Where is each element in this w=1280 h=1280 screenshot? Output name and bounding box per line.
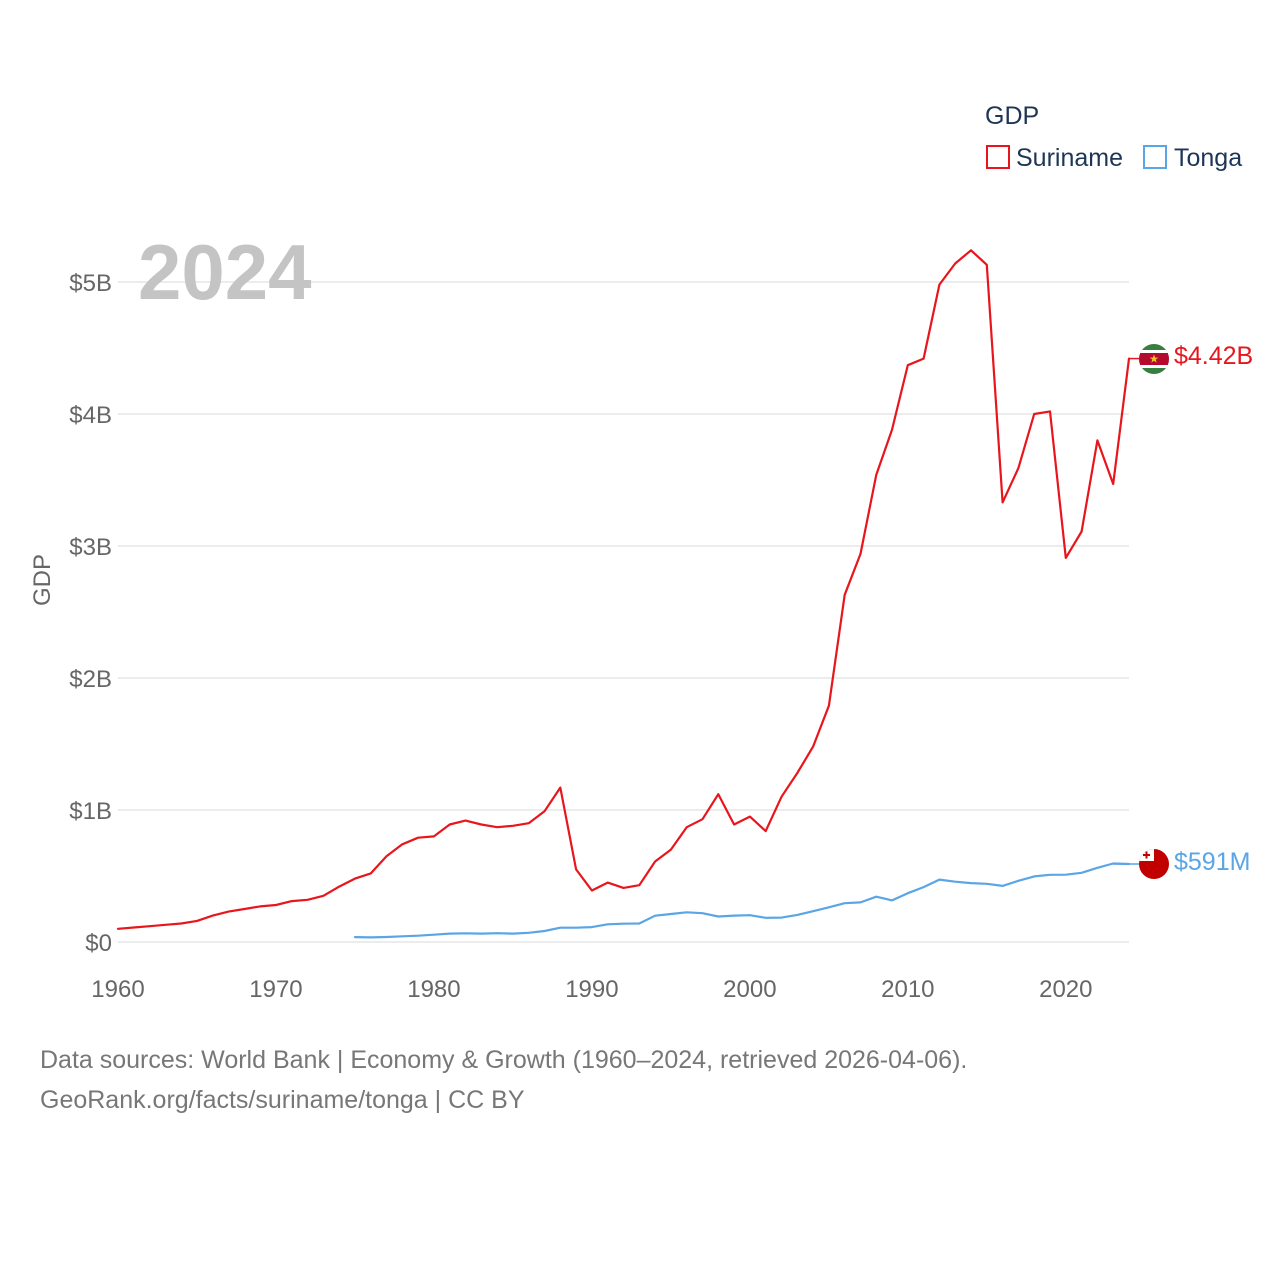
y-tick-label: $2B <box>69 666 112 693</box>
x-tick-label: 1960 <box>91 976 144 1003</box>
x-tick-label: 2020 <box>1039 976 1092 1003</box>
y-tick-label: $1B <box>69 798 112 825</box>
y-axis-label: GDP <box>29 554 56 606</box>
tonga-end-marker: $591M <box>1113 848 1250 879</box>
x-tick-label: 1990 <box>565 976 618 1003</box>
tonga-end-value: $591M <box>1174 848 1250 876</box>
y-tick-label: $0 <box>85 930 112 957</box>
x-tick-label: 2010 <box>881 976 934 1003</box>
series-line-suriname <box>116 249 1131 930</box>
gdp-line-chart: $0 $1B $2B $3B $4B $5B 1960 1970 1980 1990 2000 20… <box>29 102 1253 1003</box>
legend-swatch-tonga <box>1143 145 1167 169</box>
suriname-end-value: $4.42B <box>1174 342 1253 370</box>
legend-item-tonga[interactable]: Tonga <box>1143 144 1242 172</box>
legend-swatch-suriname <box>986 145 1010 169</box>
footer-source-link[interactable]: GeoRank.org/facts/suriname/tonga | CC BY <box>40 1086 525 1114</box>
footer-data-sources: Data sources: World Bank | Economy & Gro… <box>40 1046 968 1074</box>
suriname-end-marker: $4.42B <box>1129 342 1253 374</box>
legend: GDP Suriname Tonga <box>985 102 1242 172</box>
legend-title: GDP <box>985 102 1039 130</box>
grid-lines <box>118 281 1129 943</box>
footer: Data sources: World Bank | Economy & Gro… <box>40 1040 967 1120</box>
series-line-tonga <box>353 862 1131 939</box>
year-watermark: 2024 <box>138 228 312 316</box>
x-tick-label: 1980 <box>407 976 460 1003</box>
y-tick-label: $5B <box>69 270 112 297</box>
y-axis-ticks: $0 $1B $2B $3B $4B $5B <box>69 270 112 957</box>
x-axis-ticks: 1960 1970 1980 1990 2000 2010 2020 <box>91 976 1092 1003</box>
series-lines <box>116 249 1131 939</box>
tonga-flag-icon <box>1139 849 1169 879</box>
legend-item-suriname[interactable]: Suriname <box>986 144 1123 172</box>
x-tick-label: 1970 <box>249 976 302 1003</box>
x-tick-label: 2000 <box>723 976 776 1003</box>
y-tick-label: $4B <box>69 402 112 429</box>
y-tick-label: $3B <box>69 534 112 561</box>
suriname-flag-icon <box>1139 344 1169 374</box>
legend-label-suriname: Suriname <box>1016 144 1123 172</box>
legend-label-tonga: Tonga <box>1174 144 1242 172</box>
